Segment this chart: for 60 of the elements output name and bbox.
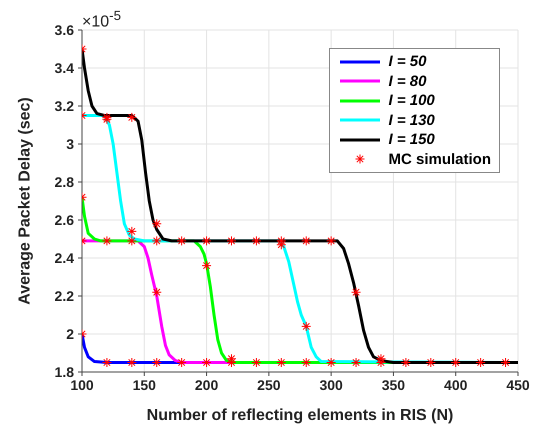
y-tick-label: 2.2 (54, 288, 74, 304)
point (152, 358, 162, 368)
point (176, 236, 187, 246)
point (176, 358, 187, 368)
legend-label: I = 100 (388, 92, 435, 110)
point (301, 321, 312, 332)
legend-label: I = 150 (388, 131, 435, 148)
y-axis-title: Average Packet Delay (sec) (16, 97, 34, 305)
point (226, 358, 236, 368)
point (450, 358, 461, 368)
annotation: ×10$^{-5}$ (82, 8, 121, 32)
y-tick-label: 2 (66, 326, 74, 342)
point (102, 236, 112, 246)
point (251, 236, 262, 246)
point (226, 236, 236, 246)
legend-label: MC simulation (388, 150, 491, 168)
point (152, 218, 162, 229)
y-tick-label: 3.4 (54, 60, 74, 76)
point (202, 260, 212, 271)
point (400, 358, 411, 368)
y-tick-label: 2.6 (54, 212, 74, 228)
y-tick-label: 3.6 (54, 22, 74, 38)
y-tick-label: 3 (66, 136, 74, 152)
point (276, 358, 286, 368)
point (202, 358, 212, 368)
point (126, 226, 137, 236)
point (326, 236, 336, 246)
y-tick-label: 2.8 (54, 174, 74, 190)
point (276, 236, 286, 246)
x-tick-label: 150 (132, 376, 156, 393)
point (102, 358, 112, 368)
point (301, 236, 312, 246)
point (500, 358, 511, 368)
legend-label: I = 130 (388, 112, 435, 129)
point (301, 358, 312, 368)
point (351, 287, 362, 298)
y-tick-label: 2.4 (54, 250, 74, 266)
point (276, 240, 286, 250)
point (251, 358, 262, 368)
point (202, 236, 212, 246)
point (376, 358, 386, 368)
point (126, 112, 137, 122)
point (126, 236, 137, 246)
point (152, 287, 162, 298)
point (152, 236, 162, 246)
point (326, 358, 336, 368)
point (476, 358, 486, 368)
x-tick-label: 450 (506, 376, 530, 393)
x-tick-label: 200 (194, 376, 218, 393)
x-tick-label: 400 (444, 376, 468, 393)
legend-label: I = 50 (388, 53, 426, 70)
x-axis-title: Number of reflecting elements in RIS (N) (146, 407, 454, 424)
point (351, 358, 362, 368)
legend-label: I = 80 (388, 72, 426, 90)
x-tick-label: 250 (257, 376, 281, 393)
x-tick-label: 300 (319, 376, 344, 393)
x-tick-label: 350 (382, 376, 406, 393)
point (426, 358, 436, 368)
point (126, 358, 137, 368)
y-tick-label: 3.2 (54, 98, 74, 114)
